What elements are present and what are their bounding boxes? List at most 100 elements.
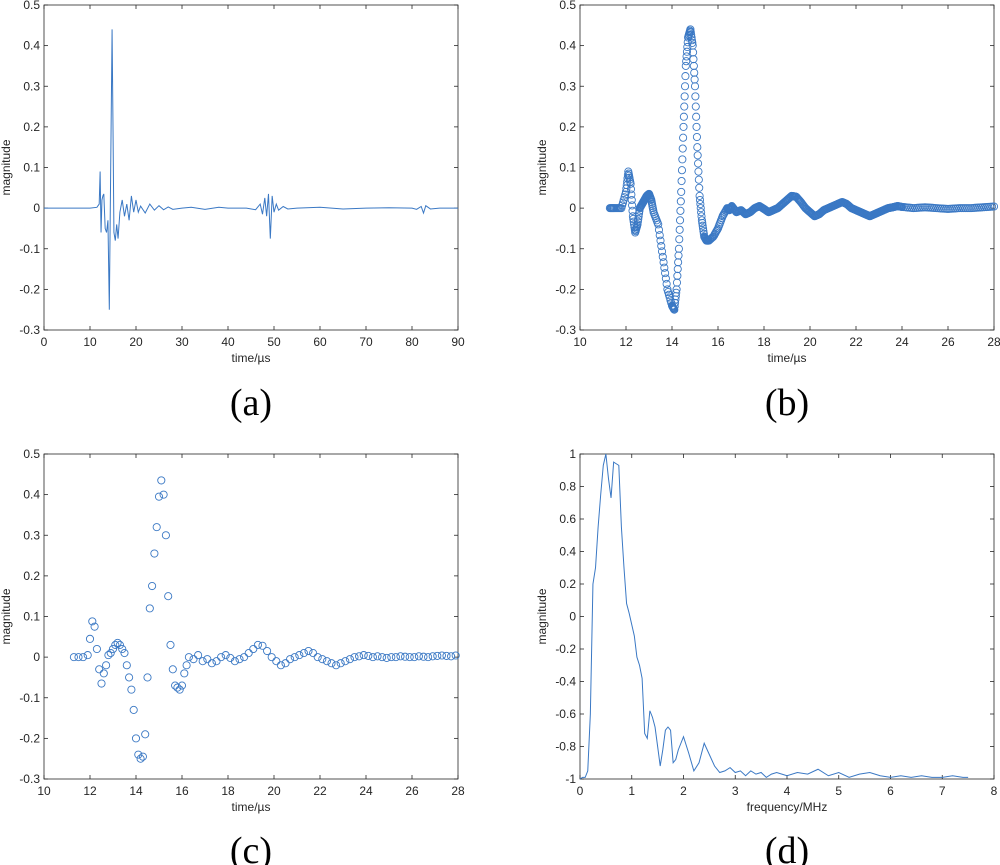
x-tick-label: 70 [359,335,373,349]
x-tick-label: 8 [991,784,998,798]
data-point [141,730,150,739]
data-point [173,683,182,692]
y-tick-label: 0.5 [23,0,40,12]
data-point [396,652,405,661]
x-tick-label: 0 [577,784,584,798]
data-point [695,191,704,200]
data-point [628,201,637,210]
x-tick-label: 5 [835,784,842,798]
data-point [961,204,970,213]
data-point [136,754,145,763]
data-point [676,206,685,215]
data-point [244,649,253,658]
data-point [240,653,249,662]
data-point [164,592,173,601]
y-tick-label: -0.2 [19,282,40,296]
data-point [359,651,368,660]
y-tick-label: 0.5 [23,447,40,461]
data-point [189,655,198,664]
x-axis-label: time/µs [768,351,807,365]
data-point [127,685,136,694]
x-tick-label: 22 [849,335,863,349]
data-point [322,657,331,666]
data-point [74,653,83,662]
data-point [299,649,308,658]
y-tick-label: 0.2 [559,577,576,591]
x-tick-label: 24 [895,335,909,349]
data-point [212,657,221,666]
data-point [633,220,642,229]
data-point [405,653,414,662]
data-point [442,651,451,660]
data-point [382,653,391,662]
data-point [681,61,690,70]
panel-label: (c) [230,830,272,865]
data-point [626,185,636,194]
data-point [689,55,698,64]
x-tick-label: 10 [37,784,51,798]
data-point [355,652,364,661]
data-point [122,661,131,670]
chart-panel-d: 0 1 2 3 4 5 6 7 8 -1 -0.8 -0.6 -0.4 -0.2 0 0.2 0.4 0.6 0.8… [535,447,998,865]
data-point [696,204,705,213]
data-point [679,133,688,142]
data-point [332,661,341,670]
y-tick-label: -0.4 [555,675,576,689]
data-point [111,640,120,649]
data-point [672,278,682,287]
data-point [682,52,691,61]
data-point [695,195,705,205]
data-point [680,102,689,111]
y-tick-label: 0.6 [559,512,576,526]
data-point [194,651,203,660]
x-tick-label: 26 [405,784,419,798]
x-tick-label: 1 [628,784,635,798]
y-tick-label: 0.2 [559,120,576,134]
data-point [678,155,687,164]
y-tick-label: 0 [569,610,576,624]
data-point [627,190,636,199]
data-point [682,57,691,66]
data-point [955,204,964,213]
y-tick-label: -0.1 [19,691,40,705]
data-point [295,651,304,660]
data-point [159,490,168,499]
x-tick-label: 16 [175,784,189,798]
data-point [675,235,684,244]
y-tick-label: 0 [569,201,576,215]
data-point [276,661,285,670]
data-point [673,265,682,274]
data-point [692,112,701,121]
data-point [391,653,400,662]
data-point [673,271,682,280]
y-tick-label: 0.1 [23,610,40,624]
data-point [79,653,88,662]
data-point [634,214,643,224]
data-point [634,212,643,221]
data-point [364,651,373,660]
data-point [676,216,685,225]
x-tick-label: 18 [757,335,771,349]
data-point [686,28,695,37]
x-tick-label: 30 [175,335,189,349]
data-point [85,634,95,643]
data-point [180,669,189,678]
data-point [115,640,124,649]
data-point [336,659,345,668]
y-tick-label: 0.1 [559,161,576,175]
data-point [175,685,184,694]
data-point [989,202,999,211]
y-tick-label: 0.4 [23,39,40,53]
data-point [959,204,968,213]
data-point [696,200,705,209]
x-tick-label: 0 [41,335,48,349]
data-point [658,252,667,261]
data-point [687,33,696,42]
data-point [633,217,642,226]
data-point [698,218,707,228]
x-tick-label: 60 [313,335,327,349]
x-tick-label: 22 [313,784,327,798]
data-point [108,644,118,654]
x-tick-label: 28 [987,335,1000,349]
data-point [957,204,966,213]
